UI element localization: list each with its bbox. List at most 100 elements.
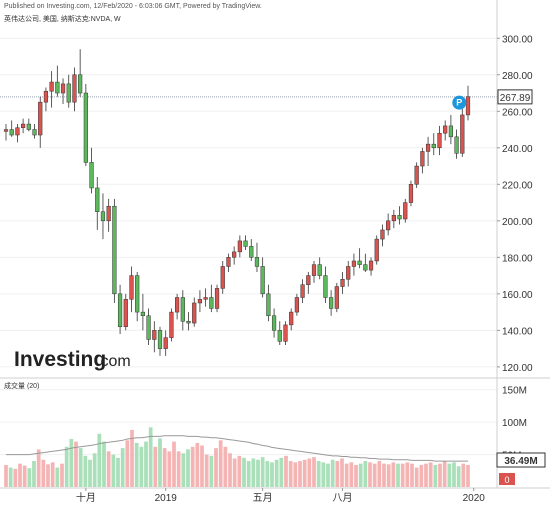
volume-bar (242, 457, 246, 487)
volume-bar (456, 466, 461, 487)
volume-bar (181, 453, 186, 487)
candle-body (220, 266, 225, 289)
volume-bar (344, 463, 349, 487)
volume-bar (172, 441, 176, 487)
candle-body (43, 90, 49, 103)
candle-body (465, 96, 471, 116)
candle-body (78, 74, 83, 94)
price-tick-label: 120.00 (502, 363, 533, 374)
last-price-value: 267.89 (500, 93, 531, 104)
pivot-marker-label: P (456, 98, 462, 108)
candle-body (414, 165, 419, 185)
volume-axis[interactable]: 50M100M150M (502, 386, 527, 462)
volume-bar (200, 445, 204, 487)
zero-volume-badge-box (499, 473, 515, 485)
volume-bar (125, 440, 130, 487)
candle-body (289, 311, 294, 326)
candle-body (311, 264, 317, 276)
volume-bar (55, 467, 60, 487)
volume-bar (153, 446, 158, 487)
candle-body (163, 337, 168, 349)
candle-body (72, 74, 77, 103)
published-caption: Published on Investing.com, 12/Feb/2020 … (4, 3, 262, 10)
price-tick-label: 140.00 (502, 326, 533, 337)
candle-body (420, 151, 425, 167)
volume-bar (4, 464, 8, 487)
volume-bar (232, 458, 237, 487)
candle-body (32, 129, 37, 136)
volume-bar (349, 462, 354, 487)
candle-body (391, 215, 396, 222)
candle-body (431, 143, 436, 149)
candle-body (243, 240, 248, 247)
volume-bar (167, 451, 172, 487)
pivot-marker-icon[interactable] (452, 95, 467, 110)
volume-moving-average-line (6, 435, 468, 462)
volume-bar (396, 463, 400, 487)
candle-body (129, 275, 134, 300)
volume-bar (368, 462, 372, 487)
time-axis[interactable]: 十月 2019 五月 八月 2020 (76, 488, 485, 504)
price-axis[interactable]: 120.00 140.00 160.00 180.00 200.00 220.00 240.… (497, 34, 533, 374)
volume-bar (260, 457, 265, 487)
candle-body (123, 299, 128, 327)
volume-bar (382, 463, 386, 487)
volume-bar (139, 446, 144, 487)
candle-body (83, 92, 88, 163)
candle-body (448, 125, 453, 138)
volume-bar (148, 427, 153, 487)
candle-body (175, 297, 180, 313)
candle-body (66, 83, 71, 103)
candle-body (100, 211, 106, 222)
volume-bar (228, 453, 232, 487)
volume-bar (74, 441, 78, 487)
price-tick-label: 180.00 (502, 253, 533, 264)
volume-bar (428, 462, 433, 487)
volume-bar (27, 468, 32, 487)
volume-bar (218, 440, 223, 487)
candle-body (408, 184, 414, 203)
volume-bar (358, 463, 363, 487)
candle-body (232, 251, 237, 258)
watermark-brand: Investing (14, 348, 106, 371)
volume-bar (363, 461, 368, 487)
volume-bar (447, 463, 452, 487)
price-tick-label: 280.00 (502, 71, 533, 82)
volume-bar (88, 459, 92, 487)
candle-body (460, 114, 465, 154)
volume-bar (162, 448, 167, 487)
volume-bar (316, 461, 321, 487)
candle-body (346, 266, 351, 280)
candle-body (254, 257, 260, 267)
candle-body (306, 275, 311, 285)
volume-bar (144, 441, 148, 487)
volume-bar (83, 455, 88, 487)
volume-bar (433, 464, 438, 487)
volume-bar (335, 461, 340, 487)
investing-watermark: Investing .com (14, 348, 131, 371)
candle-body (271, 315, 277, 331)
time-tick-label: 2019 (155, 493, 178, 504)
candle-body (368, 260, 374, 271)
candle-body (249, 246, 254, 258)
price-tick-label: 300.00 (502, 34, 533, 45)
candle-body (214, 288, 220, 309)
volume-bar (419, 464, 424, 487)
volume-bar (46, 464, 50, 487)
volume-bar (298, 461, 302, 487)
volume-bar (246, 461, 251, 487)
volume-gridlines (0, 389, 497, 456)
volume-bar (111, 454, 116, 487)
pivot-marker[interactable]: P (452, 95, 467, 110)
candle-body (15, 127, 20, 136)
volume-bar (78, 448, 83, 487)
candle-body (443, 125, 448, 134)
time-tick-label: 2020 (463, 493, 486, 504)
time-tick-label: 十月 (76, 491, 96, 504)
last-volume-badge-box (496, 452, 546, 468)
volume-bar (302, 459, 307, 487)
volume-bar (8, 467, 13, 487)
candle-body (403, 202, 408, 220)
candle-body (209, 297, 214, 309)
